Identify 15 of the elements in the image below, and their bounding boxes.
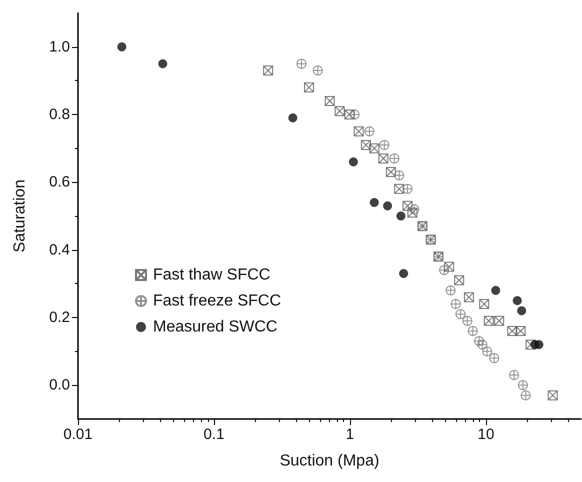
x-axis-title: Suction (Mpa) xyxy=(280,452,380,470)
y-tick-label: 0.6 xyxy=(49,174,70,191)
y-tick-label: 0.4 xyxy=(49,241,70,258)
y-tick-label: 1.0 xyxy=(49,38,70,56)
y-axis-title: Saturation xyxy=(12,180,28,252)
x-tick-label: 0.1 xyxy=(204,426,224,443)
legend-label: Fast thaw SFCC xyxy=(153,266,270,284)
y-tick-label: 0.0 xyxy=(49,376,70,394)
x-tick-label: 10 xyxy=(478,426,494,443)
legend-label: Measured SWCC xyxy=(153,318,278,336)
y-tick-label: 0.8 xyxy=(49,106,70,123)
y-tick-label: 0.2 xyxy=(49,309,70,326)
legend-label: Fast freeze SFCC xyxy=(153,292,282,310)
x-tick-label: 0.01 xyxy=(63,426,93,443)
x-tick-label: 1 xyxy=(346,426,354,443)
